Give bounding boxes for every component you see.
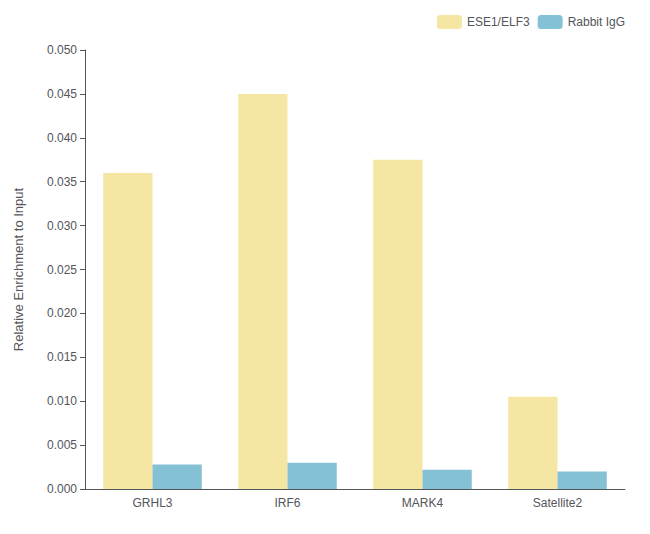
svg-text:MARK4: MARK4 — [402, 496, 444, 510]
svg-text:0.040: 0.040 — [47, 131, 77, 145]
svg-text:0.015: 0.015 — [47, 350, 77, 364]
svg-text:0.045: 0.045 — [47, 87, 77, 101]
svg-text:Rabbit IgG: Rabbit IgG — [568, 15, 625, 29]
svg-text:GRHL3: GRHL3 — [132, 496, 172, 510]
svg-text:Relative Enrichment to Input: Relative Enrichment to Input — [11, 187, 26, 351]
svg-text:Satellite2: Satellite2 — [533, 496, 583, 510]
svg-text:0.050: 0.050 — [47, 43, 77, 57]
svg-text:0.025: 0.025 — [47, 263, 77, 277]
svg-text:0.035: 0.035 — [47, 175, 77, 189]
svg-text:0.020: 0.020 — [47, 306, 77, 320]
svg-text:0.010: 0.010 — [47, 394, 77, 408]
svg-text:0.005: 0.005 — [47, 438, 77, 452]
svg-text:IRF6: IRF6 — [274, 496, 300, 510]
svg-text:ESE1/ELF3: ESE1/ELF3 — [467, 15, 530, 29]
svg-text:0.000: 0.000 — [47, 482, 77, 496]
svg-text:0.030: 0.030 — [47, 219, 77, 233]
